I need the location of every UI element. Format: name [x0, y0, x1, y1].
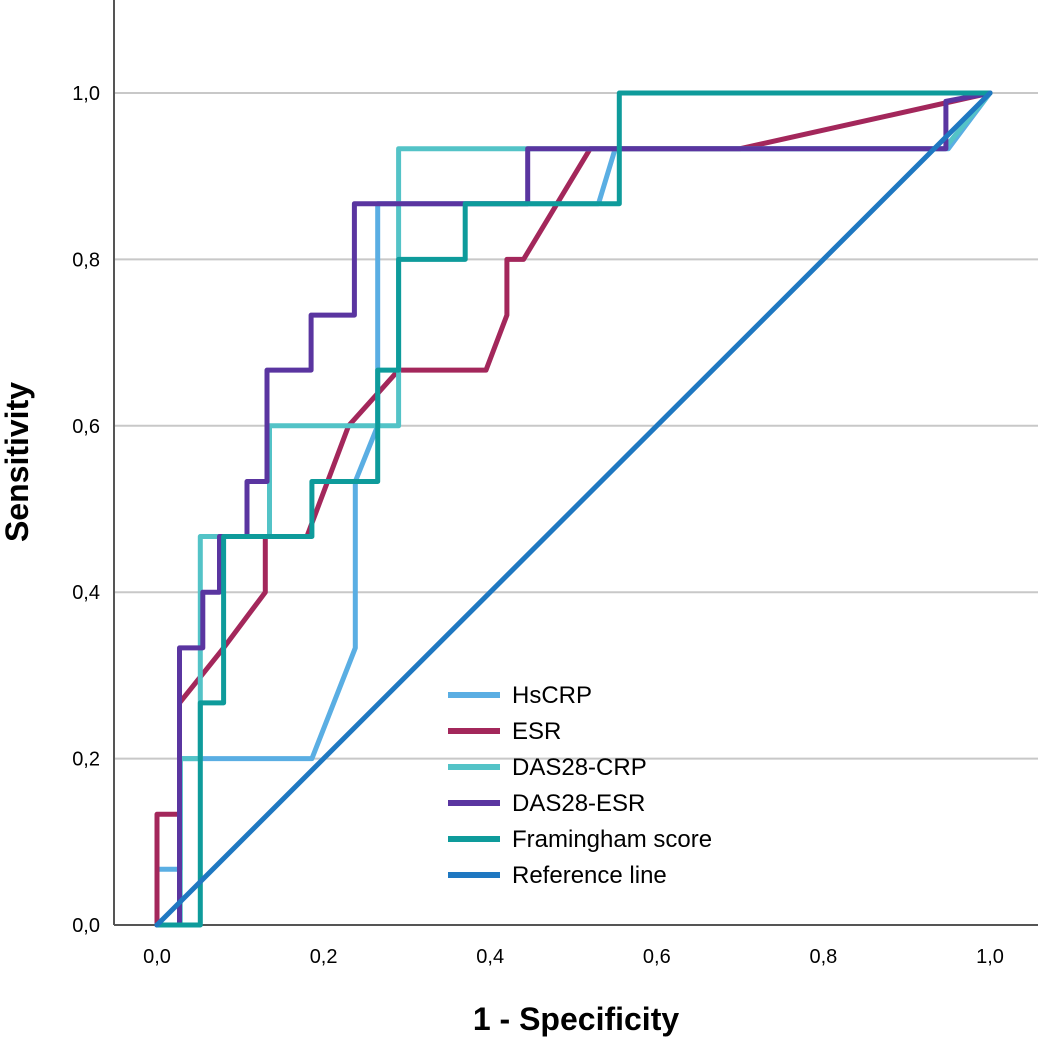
tick-labels: 0,0 0,2 0,4 0,6 0,8 1,0 0,0 0,2 0,4 0,6 0,8 1,0 — [72, 83, 1004, 968]
series-line-das28-esr — [154, 90, 993, 928]
legend-label: HsCRP — [512, 682, 592, 709]
y-tick-label: 0,4 — [72, 582, 100, 604]
legend-item-framingham-score: Framingham score — [448, 826, 712, 853]
x-axis-title: 1 - Specificity — [473, 1001, 680, 1037]
x-tick-label: 0,0 — [143, 946, 171, 968]
legend-item-das28-crp: DAS28-CRP — [448, 754, 647, 781]
y-tick-label: 0,0 — [72, 915, 100, 937]
legend-label: ESR — [512, 718, 561, 745]
x-tick-label: 0,8 — [809, 946, 837, 968]
y-tick-label: 0,6 — [72, 416, 100, 438]
legend-item-das28-esr: DAS28-ESR — [448, 790, 645, 817]
axes — [113, 0, 1038, 926]
x-tick-label: 0,6 — [643, 946, 671, 968]
series-line-framingham-score — [154, 90, 993, 928]
legend-label: DAS28-ESR — [512, 790, 645, 817]
gridlines — [114, 92, 1038, 760]
legend: HsCRP ESR DAS28-CRP DAS28-ESR Framingham sco… — [448, 682, 712, 889]
legend-item-esr: ESR — [448, 718, 561, 745]
series-lines — [154, 90, 993, 928]
legend-label: DAS28-CRP — [512, 754, 647, 781]
legend-label: Reference line — [512, 862, 667, 889]
y-tick-label: 0,8 — [72, 249, 100, 271]
x-tick-label: 0,4 — [476, 946, 504, 968]
series-line-reference-line — [154, 90, 993, 928]
y-tick-label: 1,0 — [72, 83, 100, 105]
y-axis-title: Sensitivity — [0, 382, 35, 542]
legend-item-hscrp: HsCRP — [448, 682, 592, 709]
legend-item-reference-line: Reference line — [448, 862, 667, 889]
x-tick-label: 0,2 — [310, 946, 338, 968]
legend-label: Framingham score — [512, 826, 712, 853]
y-tick-label: 0,2 — [72, 749, 100, 771]
x-tick-label: 1,0 — [976, 946, 1004, 968]
